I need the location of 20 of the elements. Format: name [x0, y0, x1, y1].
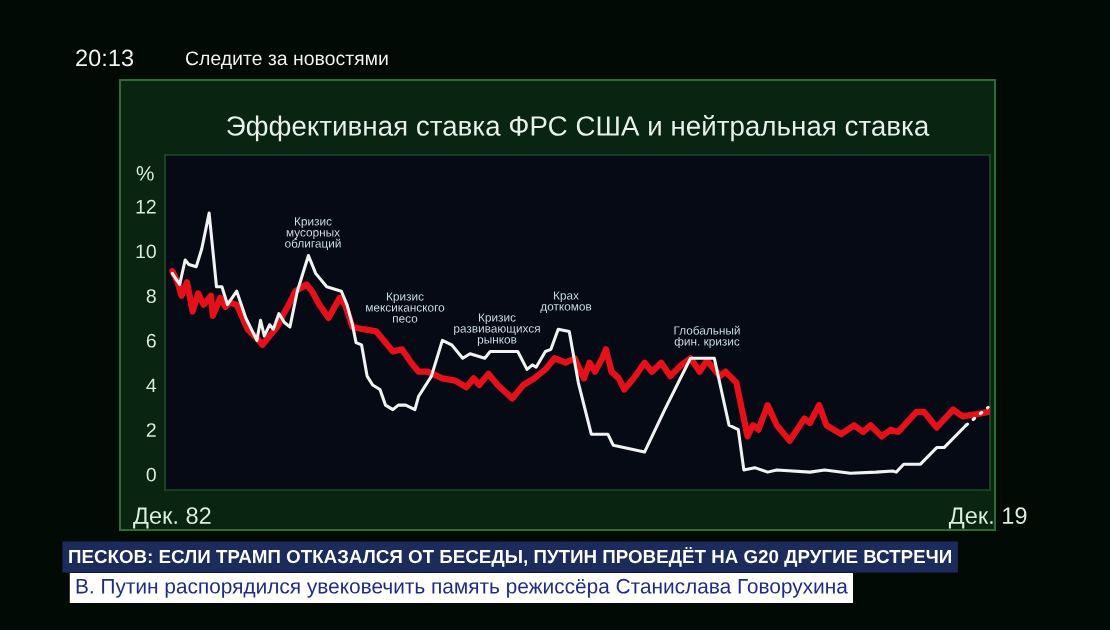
y-tick-label: 4	[146, 378, 157, 393]
annotation: Глобальный фин. кризис	[674, 325, 740, 348]
y-axis-title: %	[136, 166, 154, 181]
x-tick-label: Дек. 82	[133, 507, 211, 529]
text: 20:13	[76, 49, 134, 67]
chart-title: Эффективная ставка ФРС США и нейтральная ставка	[227, 114, 930, 142]
text: Следите за новостями	[185, 51, 388, 69]
y-tick-label: 12	[136, 199, 156, 214]
y-tick-label: 6	[146, 333, 156, 348]
y-tick-label: 0	[146, 467, 156, 482]
y-tick-label: 8	[146, 289, 156, 303]
text: В. Путин распорядился увековечить память режиссёра Станислава Говорухина	[76, 578, 848, 598]
annotation: Крах доткомов	[540, 291, 592, 313]
text: ПЕСКОВ: ЕСЛИ ТРАМП ОТКАЗАЛСЯ ОТ БЕСЕДЫ, ПУТИН ПРОВЕДЁТ НА G20 ДРУГИЕ ВСТРЕЧИ	[69, 546, 952, 567]
y-tick-label: 10	[136, 244, 156, 259]
y-tick-label: 2	[146, 423, 156, 437]
annotation: Кризис мусорных облигаций	[285, 217, 341, 250]
annotation: Кризис развивающихся рынков	[454, 313, 540, 346]
x-tick-label: Дек. 19	[948, 507, 1027, 529]
annotation: Кризис мексиканского песо	[366, 292, 445, 323]
